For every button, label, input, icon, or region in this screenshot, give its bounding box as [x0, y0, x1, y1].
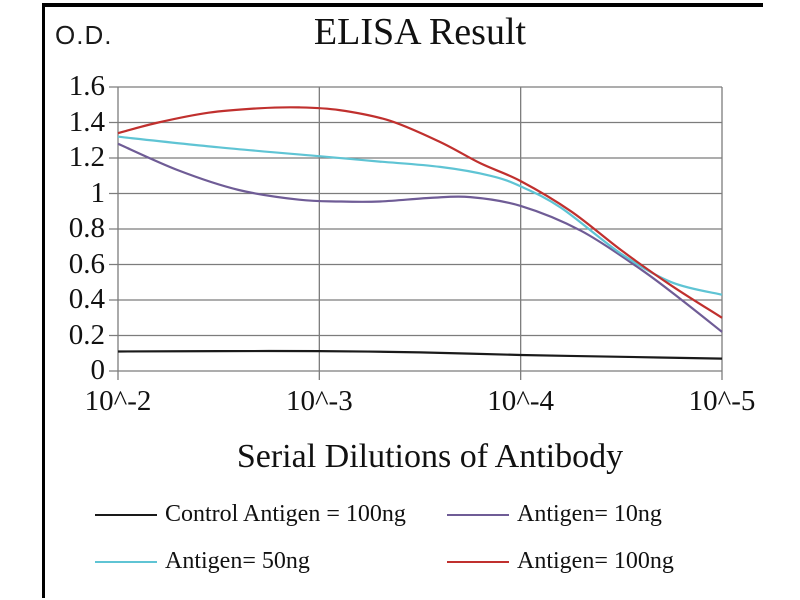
chart-title: ELISA Result: [313, 11, 527, 53]
y-tick-label: 0.4: [68, 283, 105, 315]
x-tick-label: 10^-4: [487, 385, 555, 417]
legend-line-swatch: [447, 513, 509, 516]
legend-label: Antigen= 10ng: [517, 501, 662, 527]
x-tick-label: 10^-2: [84, 385, 152, 417]
legend-item: Antigen= 100ng: [447, 548, 674, 575]
legend-label: Antigen= 50ng: [165, 548, 310, 574]
legend: Control Antigen = 100ng Antigen= 10ng Anti…: [95, 501, 674, 575]
y-tick-label: 0.8: [68, 212, 105, 244]
legend-line-swatch: [95, 513, 157, 516]
legend-line-swatch: [95, 560, 157, 563]
legend-item: Control Antigen = 100ng: [95, 501, 447, 528]
legend-line-swatch: [447, 560, 509, 563]
y-tick-label: 0.2: [68, 318, 105, 351]
series-line: [117, 349, 723, 360]
series-line: [117, 106, 723, 319]
legend-item: Antigen= 10ng: [447, 501, 674, 528]
y-axis-unit-label: O.D.: [55, 20, 113, 50]
x-axis-title: Serial Dilutions of Antibody: [236, 438, 624, 475]
x-tick-label: 10^-3: [285, 385, 353, 417]
x-tick-label: 10^-5: [688, 385, 756, 417]
y-tick-label: 1.4: [68, 105, 105, 138]
series-line: [117, 142, 723, 333]
y-tick-label: 1: [90, 176, 106, 209]
y-tick-label: 1.2: [68, 141, 105, 173]
legend-item: Antigen= 50ng: [95, 548, 447, 575]
series-line: [117, 135, 723, 296]
y-tick-label: 0: [90, 354, 106, 386]
y-tick-label: 1.6: [68, 70, 105, 102]
image-border-left: [42, 3, 45, 598]
image-border-top: [42, 3, 763, 7]
legend-label: Antigen= 100ng: [517, 548, 674, 574]
y-tick-label: 0.6: [68, 247, 105, 280]
legend-label: Control Antigen = 100ng: [165, 501, 406, 527]
